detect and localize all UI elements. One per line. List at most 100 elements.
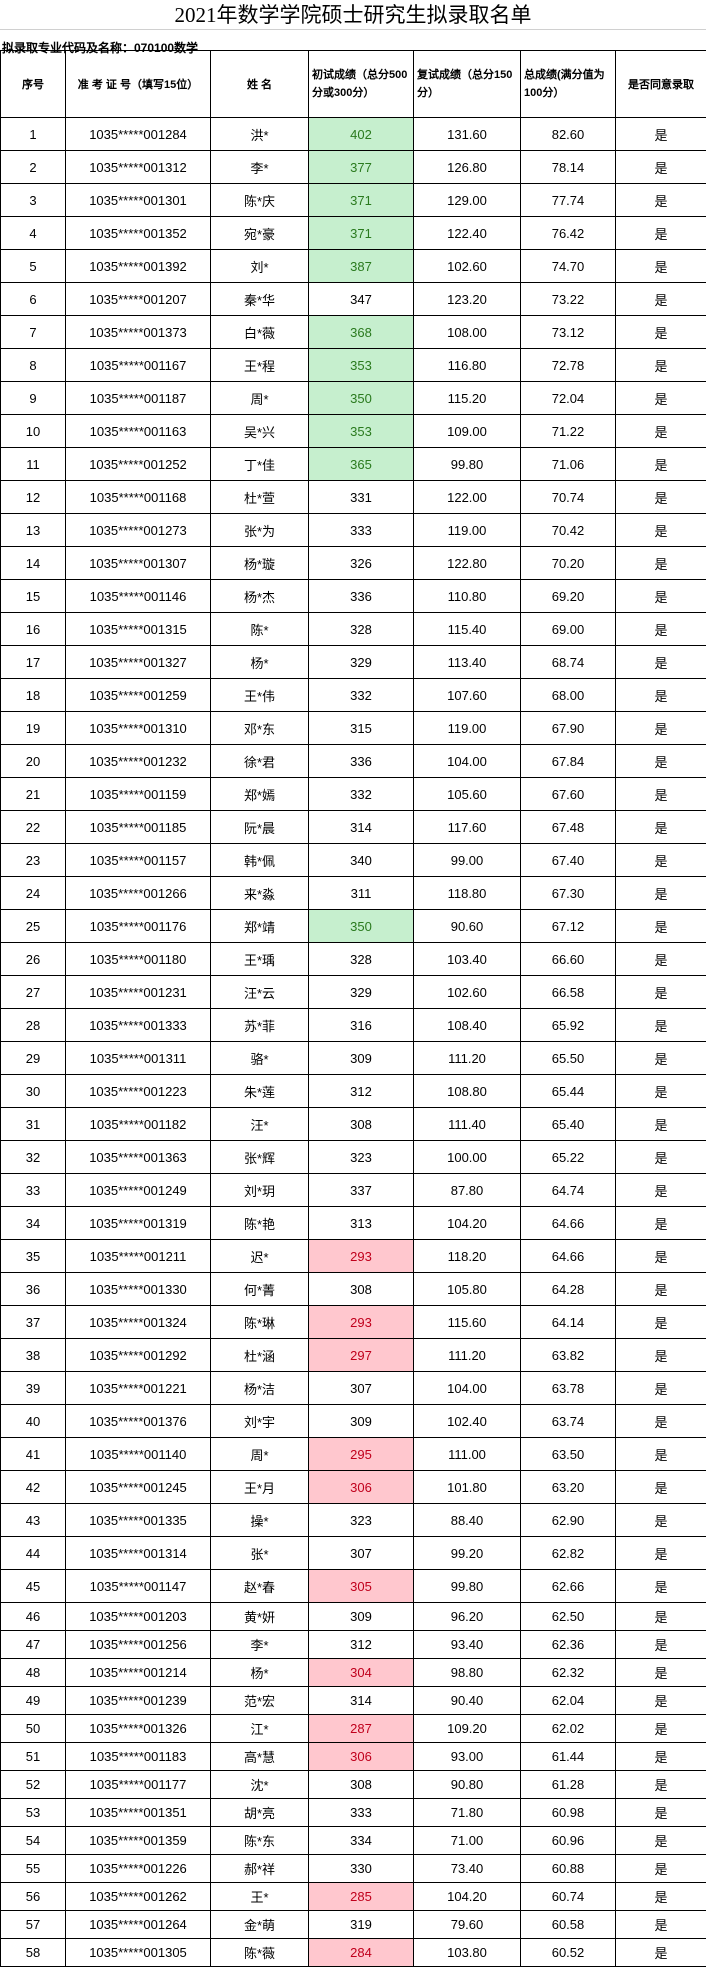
header-initial-score: 初试成绩（总分500分或300分）	[308, 50, 414, 118]
cell-retest-score: 73.40	[413, 1854, 521, 1883]
cell-initial-score: 314	[308, 810, 414, 844]
cell-initial-score: 402	[308, 117, 414, 151]
cell-seq: 18	[0, 678, 66, 712]
cell-retest-score: 108.40	[413, 1008, 521, 1042]
cell-total-score: 62.04	[520, 1686, 616, 1715]
cell-seq: 43	[0, 1503, 66, 1537]
cell-initial-score: 333	[308, 1798, 414, 1827]
table-row: 31 1035*****001182 汪* 308 111.40 65.40 是	[0, 1107, 706, 1141]
cell-exam-id: 1035*****001180	[65, 942, 211, 976]
cell-agree: 是	[615, 1882, 706, 1911]
header-retest-score: 复试成绩（总分150分）	[413, 50, 521, 118]
cell-exam-id: 1035*****001185	[65, 810, 211, 844]
cell-total-score: 70.20	[520, 546, 616, 580]
cell-initial-score: 331	[308, 480, 414, 514]
cell-agree: 是	[615, 975, 706, 1009]
cell-initial-score: 350	[308, 381, 414, 415]
cell-exam-id: 1035*****001239	[65, 1686, 211, 1715]
cell-agree: 是	[615, 1742, 706, 1771]
table-row: 11 1035*****001252 丁*佳 365 99.80 71.06 是	[0, 447, 706, 481]
table-row: 10 1035*****001163 吴*兴 353 109.00 71.22 是	[0, 414, 706, 448]
cell-initial-score: 313	[308, 1206, 414, 1240]
cell-seq: 57	[0, 1910, 66, 1939]
table-row: 16 1035*****001315 陈* 328 115.40 69.00 是	[0, 612, 706, 646]
cell-initial-score: 387	[308, 249, 414, 283]
cell-exam-id: 1035*****001140	[65, 1437, 211, 1471]
cell-name: 陈*艳	[210, 1206, 309, 1240]
cell-exam-id: 1035*****001157	[65, 843, 211, 877]
cell-retest-score: 122.40	[413, 216, 521, 250]
cell-initial-score: 333	[308, 513, 414, 547]
cell-name: 胡*亮	[210, 1798, 309, 1827]
table-row: 43 1035*****001335 操* 323 88.40 62.90 是	[0, 1503, 706, 1537]
cell-seq: 29	[0, 1041, 66, 1075]
cell-total-score: 65.40	[520, 1107, 616, 1141]
table-row: 23 1035*****001157 韩*佩 340 99.00 67.40 是	[0, 843, 706, 877]
cell-seq: 17	[0, 645, 66, 679]
cell-name: 洪*	[210, 117, 309, 151]
cell-retest-score: 88.40	[413, 1503, 521, 1537]
cell-agree: 是	[615, 1272, 706, 1306]
cell-retest-score: 109.00	[413, 414, 521, 448]
cell-seq: 4	[0, 216, 66, 250]
cell-retest-score: 105.80	[413, 1272, 521, 1306]
cell-total-score: 64.66	[520, 1239, 616, 1273]
cell-name: 丁*佳	[210, 447, 309, 481]
cell-initial-score: 315	[308, 711, 414, 745]
cell-agree: 是	[615, 645, 706, 679]
cell-retest-score: 104.20	[413, 1206, 521, 1240]
cell-seq: 53	[0, 1798, 66, 1827]
cell-retest-score: 115.60	[413, 1305, 521, 1339]
cell-total-score: 73.22	[520, 282, 616, 316]
cell-seq: 52	[0, 1770, 66, 1799]
cell-initial-score: 350	[308, 909, 414, 943]
table-row: 52 1035*****001177 沈* 308 90.80 61.28 是	[0, 1770, 706, 1799]
cell-name: 赵*春	[210, 1569, 309, 1603]
cell-total-score: 62.66	[520, 1569, 616, 1603]
cell-total-score: 77.74	[520, 183, 616, 217]
table-row: 3 1035*****001301 陈*庆 371 129.00 77.74 是	[0, 183, 706, 217]
cell-agree: 是	[615, 348, 706, 382]
cell-agree: 是	[615, 1798, 706, 1827]
cell-total-score: 65.50	[520, 1041, 616, 1075]
cell-agree: 是	[615, 777, 706, 811]
table-row: 46 1035*****001203 黄*妍 309 96.20 62.50 是	[0, 1602, 706, 1631]
cell-initial-score: 308	[308, 1107, 414, 1141]
cell-seq: 5	[0, 249, 66, 283]
cell-retest-score: 90.40	[413, 1686, 521, 1715]
cell-retest-score: 104.00	[413, 1371, 521, 1405]
cell-exam-id: 1035*****001305	[65, 1938, 211, 1967]
cell-exam-id: 1035*****001373	[65, 315, 211, 349]
table-row: 35 1035*****001211 迟* 293 118.20 64.66 是	[0, 1239, 706, 1273]
cell-exam-id: 1035*****001163	[65, 414, 211, 448]
cell-retest-score: 107.60	[413, 678, 521, 712]
cell-seq: 45	[0, 1569, 66, 1603]
cell-agree: 是	[615, 1470, 706, 1504]
cell-total-score: 72.78	[520, 348, 616, 382]
table-row: 2 1035*****001312 李* 377 126.80 78.14 是	[0, 150, 706, 184]
header-name: 姓 名	[210, 50, 309, 118]
cell-name: 王*程	[210, 348, 309, 382]
cell-retest-score: 109.20	[413, 1714, 521, 1743]
cell-total-score: 60.52	[520, 1938, 616, 1967]
table-row: 39 1035*****001221 杨*洁 307 104.00 63.78 是	[0, 1371, 706, 1405]
table-row: 13 1035*****001273 张*为 333 119.00 70.42 是	[0, 513, 706, 547]
cell-initial-score: 330	[308, 1854, 414, 1883]
cell-total-score: 61.28	[520, 1770, 616, 1799]
cell-retest-score: 87.80	[413, 1173, 521, 1207]
cell-initial-score: 323	[308, 1503, 414, 1537]
cell-name: 郑*嫣	[210, 777, 309, 811]
cell-agree: 是	[615, 1569, 706, 1603]
cell-name: 金*萌	[210, 1910, 309, 1939]
table-row: 19 1035*****001310 邓*东 315 119.00 67.90 是	[0, 711, 706, 745]
cell-agree: 是	[615, 579, 706, 613]
cell-name: 王*瑀	[210, 942, 309, 976]
cell-agree: 是	[615, 1338, 706, 1372]
cell-initial-score: 285	[308, 1882, 414, 1911]
table-row: 36 1035*****001330 何*菁 308 105.80 64.28 是	[0, 1272, 706, 1306]
cell-agree: 是	[615, 1008, 706, 1042]
table-row: 33 1035*****001249 刘*玥 337 87.80 64.74 是	[0, 1173, 706, 1207]
cell-total-score: 72.04	[520, 381, 616, 415]
cell-agree: 是	[615, 1686, 706, 1715]
cell-name: 郝*祥	[210, 1854, 309, 1883]
